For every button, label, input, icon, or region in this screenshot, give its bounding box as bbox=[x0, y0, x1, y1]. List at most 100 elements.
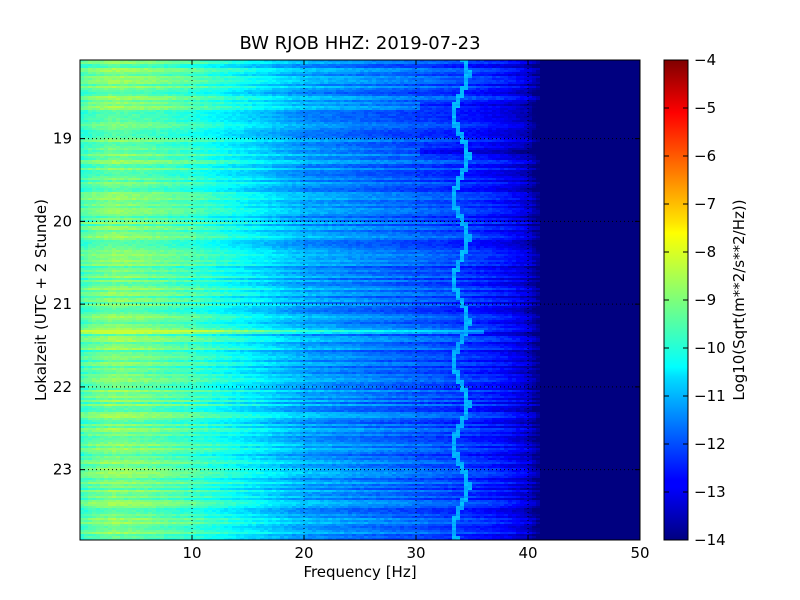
heatmap-cell bbox=[552, 68, 557, 71]
heatmap-cell bbox=[464, 82, 469, 85]
heatmap-cell bbox=[588, 66, 593, 69]
heatmap-cell bbox=[320, 90, 325, 93]
heatmap-cell bbox=[468, 60, 473, 63]
heatmap-cell bbox=[244, 86, 249, 89]
heatmap-cell bbox=[268, 90, 273, 93]
heatmap-cell bbox=[100, 76, 105, 79]
heatmap-cell bbox=[588, 76, 593, 79]
heatmap-cell bbox=[512, 62, 517, 65]
heatmap-cell bbox=[524, 80, 529, 83]
heatmap-cell bbox=[508, 62, 513, 65]
heatmap-cell bbox=[100, 86, 105, 89]
heatmap-cell bbox=[328, 76, 333, 79]
heatmap-cell bbox=[496, 90, 501, 93]
heatmap-cell bbox=[260, 74, 265, 77]
heatmap-cell bbox=[496, 72, 501, 75]
heatmap-cell bbox=[204, 64, 209, 67]
heatmap-cell bbox=[380, 66, 385, 69]
heatmap-cell bbox=[260, 80, 265, 83]
heatmap-cell bbox=[176, 94, 181, 97]
heatmap-cell bbox=[480, 84, 485, 87]
heatmap-cell bbox=[164, 94, 169, 97]
heatmap-cell bbox=[308, 88, 313, 91]
heatmap-cell bbox=[168, 82, 173, 85]
heatmap-cell bbox=[436, 66, 441, 69]
heatmap-cell bbox=[616, 66, 621, 69]
heatmap-cell bbox=[152, 64, 157, 67]
heatmap-cell bbox=[420, 80, 425, 83]
heatmap-cell bbox=[464, 76, 469, 79]
heatmap-cell bbox=[224, 74, 229, 77]
heatmap-cell bbox=[132, 86, 137, 89]
heatmap-cell bbox=[428, 84, 433, 87]
heatmap-cell bbox=[272, 80, 277, 83]
heatmap-cell bbox=[204, 76, 209, 79]
heatmap-cell bbox=[416, 88, 421, 91]
heatmap-cell bbox=[156, 84, 161, 87]
heatmap-cell bbox=[260, 76, 265, 79]
heatmap-cell bbox=[420, 82, 425, 85]
heatmap-cell bbox=[344, 94, 349, 97]
heatmap-cell bbox=[516, 78, 521, 81]
heatmap-cell bbox=[520, 76, 525, 79]
heatmap-cell bbox=[344, 92, 349, 95]
heatmap-cell bbox=[364, 68, 369, 71]
heatmap-cell bbox=[336, 60, 341, 63]
heatmap-cell bbox=[196, 92, 201, 95]
heatmap-cell bbox=[636, 76, 640, 79]
heatmap-cell bbox=[320, 74, 325, 77]
heatmap-cell bbox=[352, 78, 357, 81]
heatmap-cell bbox=[424, 80, 429, 83]
heatmap-cell bbox=[96, 74, 101, 77]
heatmap-cell bbox=[96, 84, 101, 87]
heatmap-cell bbox=[224, 62, 229, 65]
heatmap-cell bbox=[344, 62, 349, 65]
heatmap-cell bbox=[392, 78, 397, 81]
heatmap-cell bbox=[316, 68, 321, 71]
heatmap-cell bbox=[568, 70, 573, 73]
heatmap-cell bbox=[468, 66, 473, 69]
heatmap-cell bbox=[240, 88, 245, 91]
heatmap-cell bbox=[180, 72, 185, 75]
heatmap-cell bbox=[580, 68, 585, 71]
heatmap-cell bbox=[284, 88, 289, 91]
heatmap-cell bbox=[180, 74, 185, 77]
heatmap-cell bbox=[280, 64, 285, 67]
heatmap-cell bbox=[380, 70, 385, 73]
heatmap-cell bbox=[216, 74, 221, 77]
heatmap-cell bbox=[172, 96, 177, 99]
heatmap-cell bbox=[192, 90, 197, 93]
heatmap-cell bbox=[552, 84, 557, 87]
heatmap-cell bbox=[580, 90, 585, 93]
heatmap-cell bbox=[128, 66, 133, 69]
heatmap-cell bbox=[632, 70, 637, 73]
heatmap-cell bbox=[84, 74, 89, 77]
heatmap-cell bbox=[484, 66, 489, 69]
heatmap-cell bbox=[488, 96, 493, 99]
heatmap-cell bbox=[220, 64, 225, 67]
heatmap-cell bbox=[188, 76, 193, 79]
heatmap-cell bbox=[260, 94, 265, 97]
heatmap-cell bbox=[580, 94, 585, 97]
heatmap-cell bbox=[500, 78, 505, 81]
heatmap-cell bbox=[180, 80, 185, 83]
heatmap-cell bbox=[604, 92, 609, 95]
heatmap-cell bbox=[160, 94, 165, 97]
heatmap-cell bbox=[256, 80, 261, 83]
heatmap-cell bbox=[252, 86, 257, 89]
heatmap-cell bbox=[632, 88, 637, 91]
heatmap-cell bbox=[632, 96, 637, 99]
heatmap-cell bbox=[136, 72, 141, 75]
heatmap-cell bbox=[364, 74, 369, 77]
heatmap-cell bbox=[384, 96, 389, 99]
heatmap-cell bbox=[412, 86, 417, 89]
heatmap-cell bbox=[300, 86, 305, 89]
heatmap-cell bbox=[312, 62, 317, 65]
heatmap-cell bbox=[436, 72, 441, 75]
heatmap-cell bbox=[180, 82, 185, 85]
heatmap-cell bbox=[176, 96, 181, 99]
heatmap-cell bbox=[456, 76, 461, 79]
heatmap-cell bbox=[532, 64, 537, 67]
heatmap-cell bbox=[376, 66, 381, 69]
heatmap-cell bbox=[340, 62, 345, 65]
